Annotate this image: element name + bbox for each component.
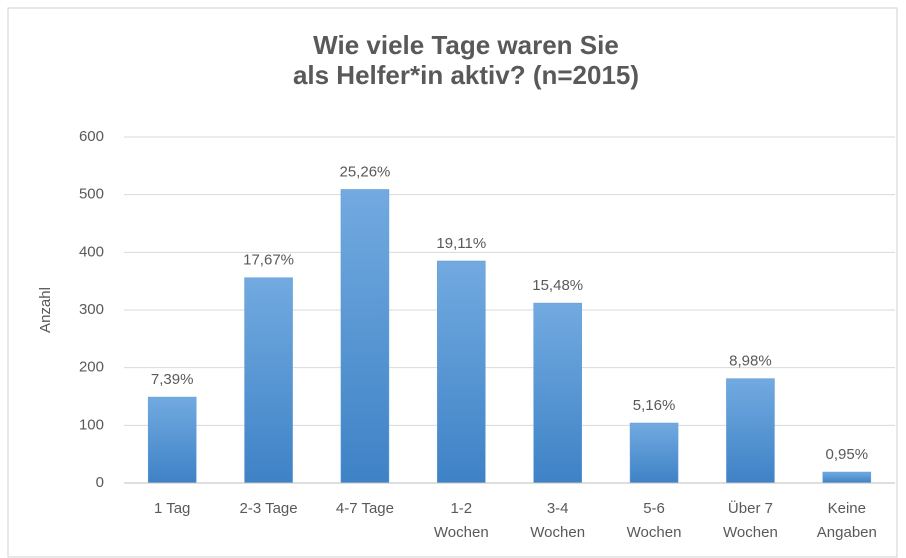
x-tick-label: 4-7 Tage <box>336 500 394 517</box>
x-tick-label: Keine Angaben <box>817 500 877 541</box>
bar <box>244 277 293 484</box>
y-tick-label: 600 <box>79 128 104 145</box>
y-tick-label: 0 <box>96 474 104 491</box>
y-tick-label: 200 <box>79 359 104 376</box>
data-label: 19,11% <box>436 235 486 252</box>
data-label: 7,39% <box>151 371 194 388</box>
bar <box>629 422 679 484</box>
bar <box>340 189 390 484</box>
y-tick-label: 500 <box>79 186 104 203</box>
bar <box>533 302 582 484</box>
y-axis-label: Anzahl <box>37 287 54 333</box>
x-tick-label: 3-4 Wochen <box>530 500 585 541</box>
data-label: 5,16% <box>633 397 676 414</box>
bar <box>147 396 197 484</box>
bar <box>726 378 775 484</box>
bar <box>822 471 872 484</box>
bar <box>437 260 486 484</box>
data-label: 17,67% <box>243 252 294 269</box>
y-tick-label: 100 <box>79 416 104 433</box>
y-tick-label: 300 <box>79 301 104 318</box>
x-tick-label: Über 7 Wochen <box>723 499 778 541</box>
y-tick-label: 400 <box>79 243 104 260</box>
data-label: 25,26% <box>340 163 391 180</box>
x-tick-label: 1 Tag <box>154 500 190 517</box>
x-tick-label: 1-2 Wochen <box>434 500 489 541</box>
data-label: 8,98% <box>729 353 772 370</box>
data-label: 15,48% <box>532 277 583 294</box>
chart-title: Wie viele Tage waren Sie als Helfer*in ak… <box>293 30 639 90</box>
x-tick-label: 5-6 Wochen <box>627 500 682 541</box>
x-tick-label: 2-3 Tage <box>240 500 298 517</box>
data-label: 0,95% <box>826 446 869 463</box>
